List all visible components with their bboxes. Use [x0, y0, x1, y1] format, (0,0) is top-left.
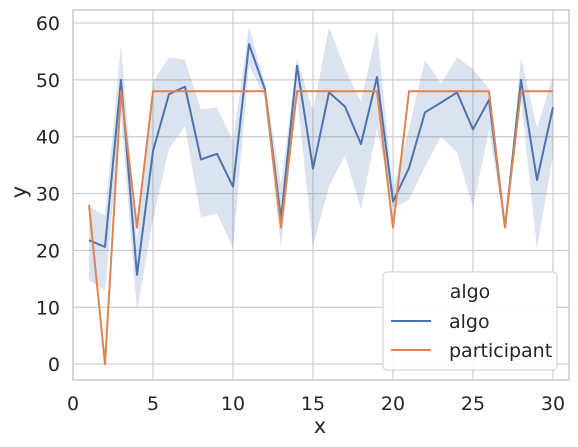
y-tick-label: 20 — [36, 240, 60, 262]
y-tick-label: 30 — [36, 184, 60, 206]
series-line-algo — [88, 43, 554, 276]
x-tick-label: 0 — [67, 393, 79, 415]
y-tick-label: 50 — [36, 70, 60, 92]
x-tick-label: 15 — [301, 393, 325, 415]
axes-frame — [72, 9, 570, 381]
x-tick-labels: 0 5 10 15 20 25 30 — [67, 393, 565, 415]
series-lines — [88, 43, 554, 366]
x-tick-label: 10 — [221, 393, 245, 415]
series-line-participant — [88, 90, 553, 366]
x-tick-label: 30 — [541, 393, 565, 415]
x-tick-label: 25 — [461, 393, 485, 415]
legend-title: algo — [450, 281, 491, 303]
y-axis-label: y — [7, 186, 31, 198]
legend: algo algo participant — [382, 271, 558, 371]
y-tick-label: 40 — [36, 127, 60, 149]
x-axis-label: x — [314, 414, 326, 438]
y-tick-label: 0 — [48, 354, 60, 376]
legend-box — [382, 271, 558, 371]
y-tick-labels: 0 10 20 30 40 50 60 — [36, 13, 60, 376]
x-tick-label: 5 — [147, 393, 159, 415]
x-tick-label: 20 — [381, 393, 405, 415]
y-tick-label: 10 — [36, 297, 60, 319]
legend-label-participant: participant — [449, 340, 552, 362]
plot-border — [72, 9, 570, 381]
y-tick-label: 60 — [36, 13, 60, 35]
algo-ci-band — [89, 27, 553, 312]
legend-label-algo: algo — [449, 311, 490, 333]
confidence-band — [89, 27, 553, 312]
